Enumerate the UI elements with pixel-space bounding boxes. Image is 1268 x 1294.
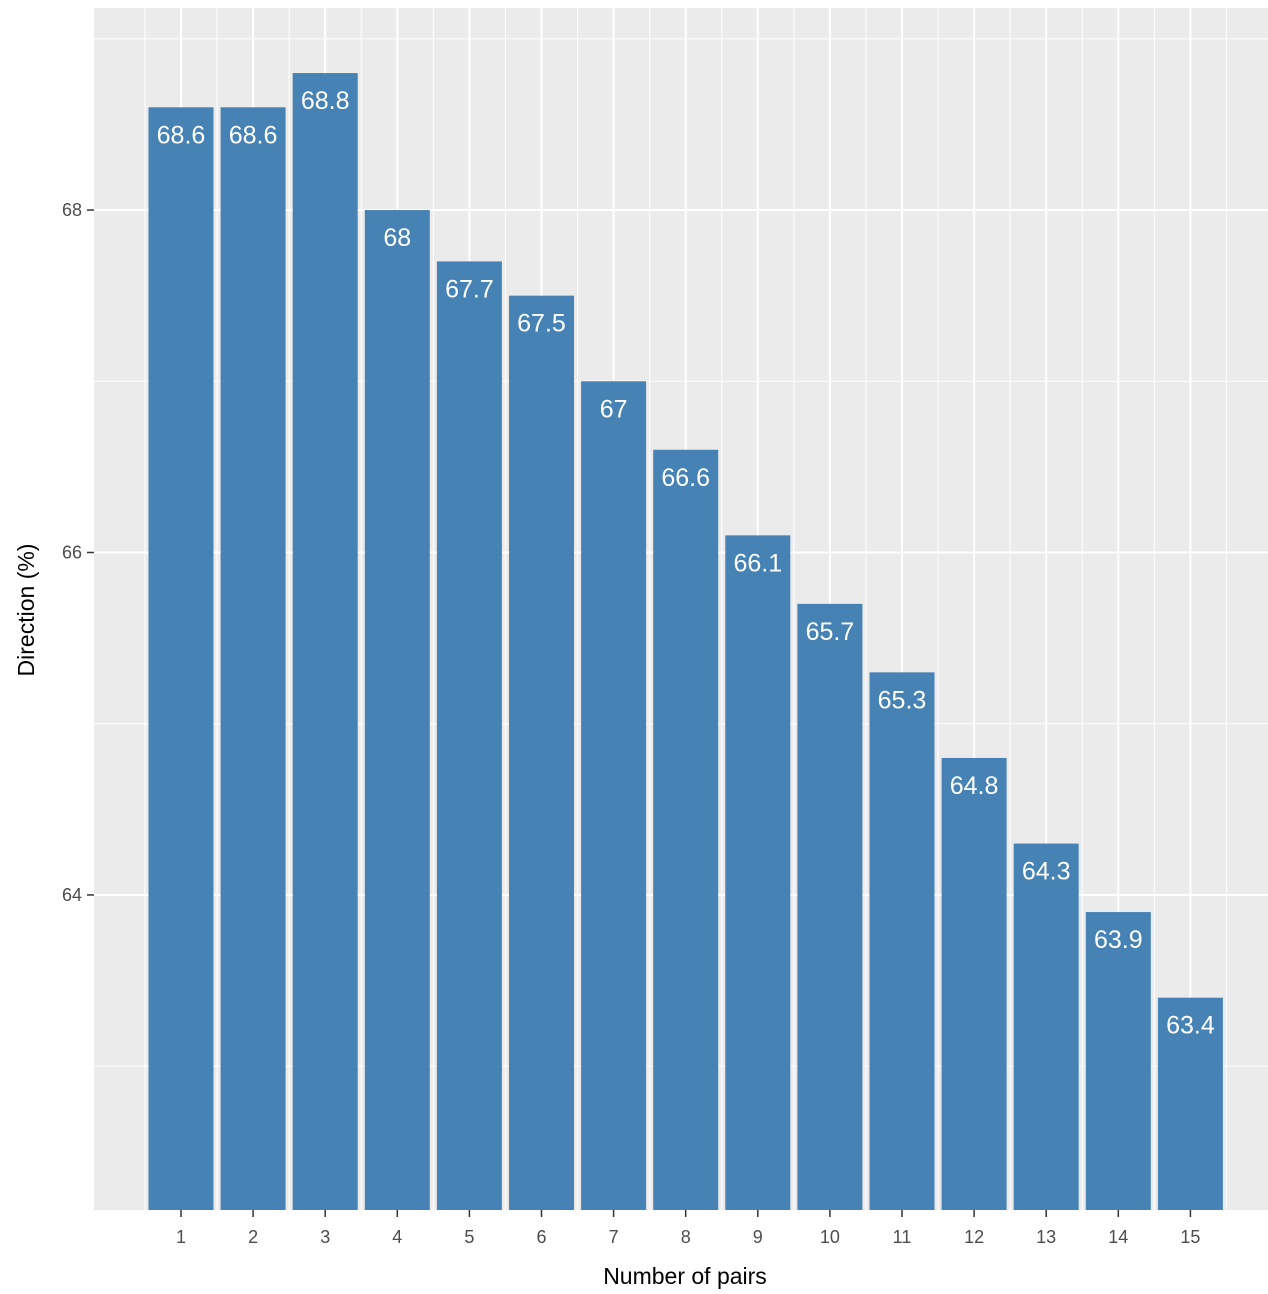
x-tick-label-1: 1 <box>176 1227 186 1247</box>
bar-15 <box>1157 997 1223 1210</box>
x-axis: 1 2 3 4 5 6 7 8 9 10 11 12 13 14 15 <box>176 1210 1200 1247</box>
x-tick-label-4: 4 <box>392 1227 402 1247</box>
x-tick-label-15: 15 <box>1180 1227 1200 1247</box>
x-tick-label-11: 11 <box>893 1227 912 1247</box>
x-tick-label-12: 12 <box>964 1227 984 1247</box>
bar-label-3: 68.8 <box>301 87 350 115</box>
bars <box>148 73 1223 1211</box>
bar-label-12: 64.8 <box>950 772 999 800</box>
y-axis: 64 66 68 <box>62 200 94 905</box>
y-tick-label-66: 66 <box>62 542 82 562</box>
bar-label-10: 65.7 <box>806 618 855 646</box>
bar-5 <box>436 261 502 1211</box>
bar-8 <box>653 449 719 1210</box>
x-tick-label-6: 6 <box>536 1227 546 1247</box>
bar-12 <box>941 757 1007 1210</box>
bar-label-5: 67.7 <box>445 275 494 303</box>
y-axis-title: Direction (%) <box>13 544 39 677</box>
bar-label-13: 64.3 <box>1022 858 1071 886</box>
bar-11 <box>869 672 935 1210</box>
y-tick-label-64: 64 <box>62 885 82 905</box>
y-tick-label-68: 68 <box>62 200 82 220</box>
x-tick-label-14: 14 <box>1108 1227 1128 1247</box>
x-tick-label-3: 3 <box>320 1227 330 1247</box>
bar-label-7: 67 <box>600 395 628 423</box>
x-axis-title: Number of pairs <box>603 1263 767 1289</box>
bar-label-15: 63.4 <box>1166 1012 1215 1040</box>
x-tick-label-2: 2 <box>248 1227 258 1247</box>
bar-label-9: 66.1 <box>733 549 782 577</box>
x-tick-label-7: 7 <box>609 1227 619 1247</box>
bar-6 <box>509 295 574 1211</box>
x-tick-label-10: 10 <box>820 1227 840 1247</box>
bar-label-8: 66.6 <box>661 464 710 492</box>
x-tick-label-13: 13 <box>1036 1227 1056 1247</box>
bar-value-labels: 68.6 68.6 68.8 68 67.7 67.5 67 66.6 66.1 65.7 65.3… <box>157 87 1215 1040</box>
x-tick-label-8: 8 <box>681 1227 691 1247</box>
minor-gridlines <box>94 8 1268 1210</box>
bar-14 <box>1085 912 1151 1210</box>
x-tick-label-9: 9 <box>753 1227 763 1247</box>
bar-label-4: 68 <box>383 224 411 252</box>
bar-4 <box>364 210 430 1210</box>
bar-13 <box>1013 843 1079 1210</box>
bar-label-11: 65.3 <box>878 686 927 714</box>
bar-9 <box>725 535 791 1210</box>
bar-10 <box>797 603 863 1210</box>
bar-7 <box>581 381 647 1211</box>
bar-2 <box>220 107 286 1210</box>
x-tick-label-5: 5 <box>464 1227 474 1247</box>
bar-label-1: 68.6 <box>157 121 206 149</box>
bar-label-2: 68.6 <box>229 121 278 149</box>
bar-3 <box>292 73 358 1210</box>
bar-label-6: 67.5 <box>517 310 566 338</box>
bar-label-14: 63.9 <box>1094 926 1143 954</box>
bar-1 <box>148 107 214 1210</box>
